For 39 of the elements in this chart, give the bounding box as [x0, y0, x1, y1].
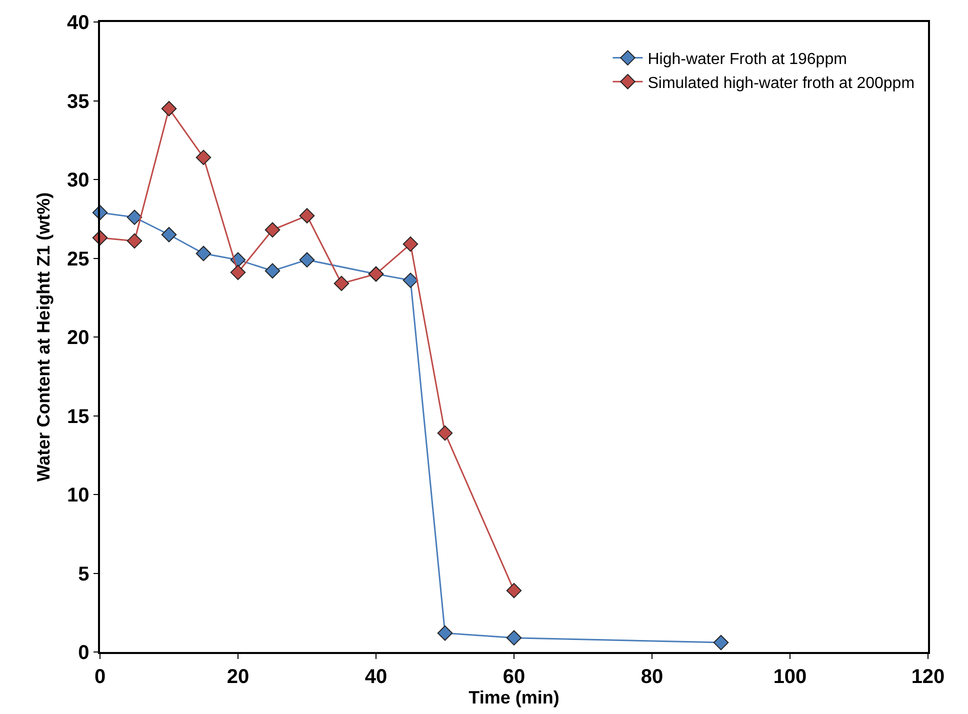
x-tick-label: 120: [911, 666, 945, 688]
y-tick-label: 30: [67, 170, 90, 192]
y-tick-label: 0: [78, 642, 90, 664]
point: [437, 425, 453, 441]
legend-label: Simulated high-water froth at 200ppm: [648, 74, 915, 92]
point: [334, 276, 350, 292]
x-axis-title: Time (min): [468, 688, 560, 708]
y-tick-label: 10: [67, 484, 90, 506]
point: [264, 222, 280, 238]
point: [126, 210, 142, 225]
y-tick-label: 20: [67, 327, 90, 349]
y-axis-title: Water Content at Heightt Z1 (wt%): [34, 192, 54, 482]
point: [506, 582, 522, 598]
point: [196, 246, 212, 262]
point: [230, 264, 246, 280]
point: [402, 272, 418, 288]
x-tick-label: 60: [502, 666, 526, 688]
x-tick-label: 0: [94, 666, 106, 688]
y-tick-label: 40: [67, 12, 90, 34]
point: [161, 226, 177, 242]
y-tick-label: 25: [67, 248, 90, 270]
x-tick-label: 100: [773, 666, 807, 688]
y-tick-label: 35: [67, 90, 90, 113]
x-tick-label: 80: [640, 666, 664, 688]
y-tick-label: 15: [67, 406, 90, 428]
point: [506, 630, 522, 646]
point: [126, 233, 142, 249]
point: [196, 150, 212, 166]
point: [713, 634, 729, 650]
point: [264, 263, 280, 278]
point: [299, 252, 315, 268]
legend-label: High-water Froth at 196ppm: [648, 51, 847, 68]
point: [437, 625, 453, 641]
point: [299, 208, 315, 224]
point: [161, 100, 177, 116]
y-tick-label: 5: [78, 563, 90, 586]
x-tick-label: 40: [364, 666, 388, 688]
point: [402, 236, 418, 252]
x-tick-label: 20: [226, 666, 250, 688]
